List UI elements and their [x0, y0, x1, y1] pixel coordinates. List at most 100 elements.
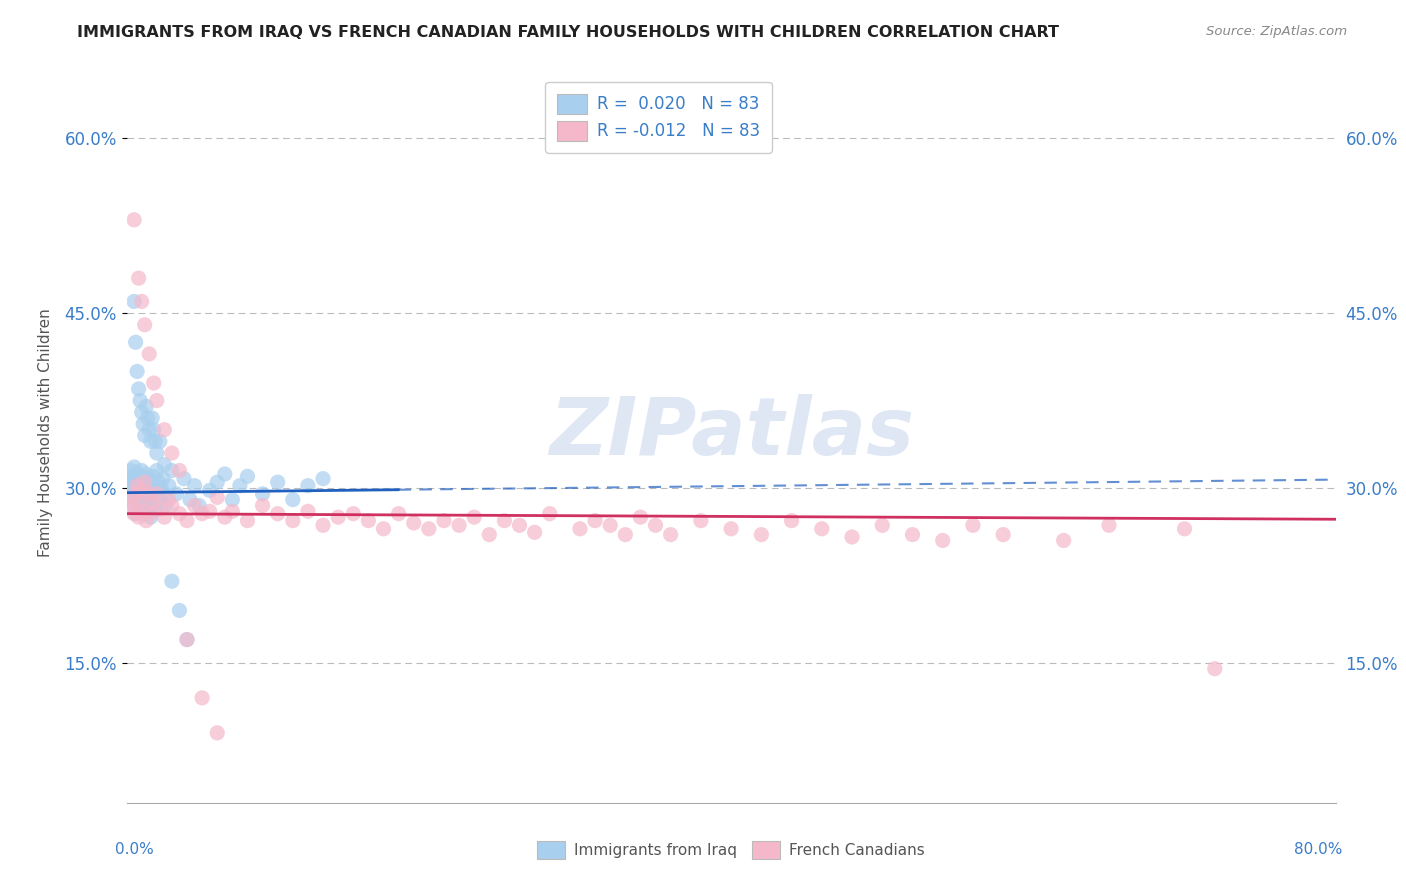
Point	[142, 495, 165, 509]
Point	[659, 527, 682, 541]
Point	[138, 487, 160, 501]
Point	[1053, 533, 1076, 548]
Point	[463, 510, 485, 524]
Point	[143, 502, 166, 516]
Point	[191, 690, 214, 705]
Point	[146, 487, 169, 501]
Point	[901, 527, 924, 541]
Point	[142, 483, 165, 498]
Point	[129, 502, 152, 516]
Point	[205, 726, 228, 740]
Point	[142, 469, 165, 483]
Point	[118, 469, 141, 483]
Point	[214, 467, 236, 481]
Point	[418, 522, 440, 536]
Text: Source: ZipAtlas.com: Source: ZipAtlas.com	[1206, 25, 1347, 38]
Point	[153, 423, 176, 437]
Point	[149, 492, 172, 507]
Point	[138, 492, 160, 507]
Point	[169, 507, 191, 521]
Point	[751, 527, 773, 541]
Point	[841, 530, 863, 544]
Point	[160, 499, 183, 513]
Point	[357, 514, 380, 528]
Point	[128, 382, 150, 396]
Point	[267, 475, 290, 490]
Point	[127, 478, 149, 492]
Point	[132, 417, 155, 431]
Point	[118, 487, 141, 501]
Text: 0.0%: 0.0%	[115, 842, 155, 856]
Point	[120, 463, 142, 477]
Point	[136, 481, 159, 495]
Point	[176, 514, 198, 528]
Point	[599, 518, 621, 533]
Point	[141, 411, 163, 425]
Point	[134, 507, 156, 521]
Point	[153, 487, 176, 501]
Point	[993, 527, 1015, 541]
Point	[131, 405, 153, 419]
Point	[523, 525, 546, 540]
Point	[132, 478, 155, 492]
Point	[962, 518, 984, 533]
Point	[124, 487, 146, 501]
Point	[122, 478, 145, 492]
Point	[135, 487, 157, 501]
Point	[127, 364, 149, 378]
Point	[252, 499, 274, 513]
Point	[198, 504, 221, 518]
Point	[236, 469, 259, 483]
Point	[135, 400, 157, 414]
Point	[132, 504, 155, 518]
Point	[139, 434, 162, 449]
Point	[128, 483, 150, 498]
Point	[148, 475, 170, 490]
Point	[128, 495, 150, 509]
Point	[138, 475, 160, 490]
Point	[139, 507, 162, 521]
Point	[149, 434, 172, 449]
Point	[122, 460, 145, 475]
Point	[205, 475, 228, 490]
Point	[198, 483, 221, 498]
Point	[932, 533, 955, 548]
Point	[131, 483, 153, 498]
Point	[117, 475, 139, 490]
Point	[1204, 662, 1226, 676]
Point	[139, 510, 162, 524]
Point	[127, 467, 149, 481]
Point	[1173, 522, 1195, 536]
Point	[129, 495, 152, 509]
Point	[155, 499, 177, 513]
Point	[509, 518, 531, 533]
Point	[281, 514, 304, 528]
Point	[129, 469, 152, 483]
Point	[121, 472, 143, 486]
Point	[176, 632, 198, 647]
Point	[160, 446, 183, 460]
Point	[326, 510, 350, 524]
Point	[152, 472, 174, 486]
Point	[121, 492, 143, 507]
Point	[810, 522, 832, 536]
Point	[179, 492, 201, 507]
Point	[122, 499, 145, 513]
Point	[312, 472, 335, 486]
Point	[221, 492, 243, 507]
Point	[139, 487, 162, 501]
Point	[131, 463, 153, 477]
Point	[872, 518, 894, 533]
Point	[143, 434, 166, 449]
Text: ZIPatlas: ZIPatlas	[548, 393, 914, 472]
Point	[447, 518, 470, 533]
Point	[538, 507, 561, 521]
Point	[146, 446, 169, 460]
Point	[644, 518, 666, 533]
Text: 80.0%: 80.0%	[1295, 842, 1343, 856]
Point	[494, 514, 516, 528]
Point	[169, 463, 191, 477]
Point	[134, 472, 156, 486]
Point	[236, 514, 259, 528]
Point	[142, 376, 165, 390]
